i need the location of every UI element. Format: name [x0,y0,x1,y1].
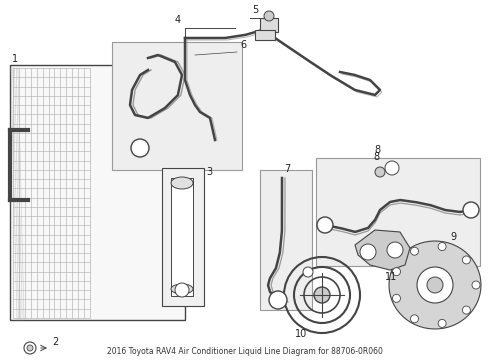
Circle shape [303,267,312,277]
Circle shape [437,319,445,327]
Circle shape [471,281,479,289]
Circle shape [359,244,375,260]
Text: 8: 8 [372,152,378,162]
Text: 3: 3 [205,167,212,177]
Ellipse shape [171,177,193,189]
Circle shape [409,247,418,255]
Bar [10,65,184,320]
Text: 4: 4 [175,15,181,25]
Text: 1: 1 [12,54,18,64]
Bar [112,42,242,170]
Text: 6: 6 [240,40,245,50]
Bar [315,158,479,266]
Circle shape [392,294,400,302]
Circle shape [409,315,418,323]
Text: 8: 8 [373,145,379,155]
Bar [171,178,193,296]
Circle shape [175,283,189,297]
Circle shape [27,345,33,351]
Text: 11: 11 [384,272,396,282]
Text: 2016 Toyota RAV4 Air Conditioner Liquid Line Diagram for 88706-0R060: 2016 Toyota RAV4 Air Conditioner Liquid … [107,347,382,356]
Bar [254,30,274,40]
Text: 2: 2 [52,337,58,347]
Text: 7: 7 [284,164,290,174]
Circle shape [392,268,400,276]
Circle shape [426,277,442,293]
Circle shape [374,167,384,177]
Text: 10: 10 [294,329,306,339]
Circle shape [24,342,36,354]
Circle shape [268,291,286,309]
Circle shape [264,11,273,21]
Circle shape [386,242,402,258]
Circle shape [131,139,149,157]
Circle shape [462,256,469,264]
Circle shape [416,267,452,303]
Circle shape [462,306,469,314]
Text: 5: 5 [251,5,258,15]
Circle shape [316,217,332,233]
Circle shape [462,202,478,218]
Circle shape [384,161,398,175]
Ellipse shape [171,284,193,294]
Text: 9: 9 [449,232,455,242]
Bar [162,168,203,306]
Bar [260,170,311,310]
Bar [260,18,278,32]
Circle shape [437,243,445,251]
Polygon shape [354,230,409,270]
Circle shape [313,287,329,303]
Polygon shape [388,241,480,329]
